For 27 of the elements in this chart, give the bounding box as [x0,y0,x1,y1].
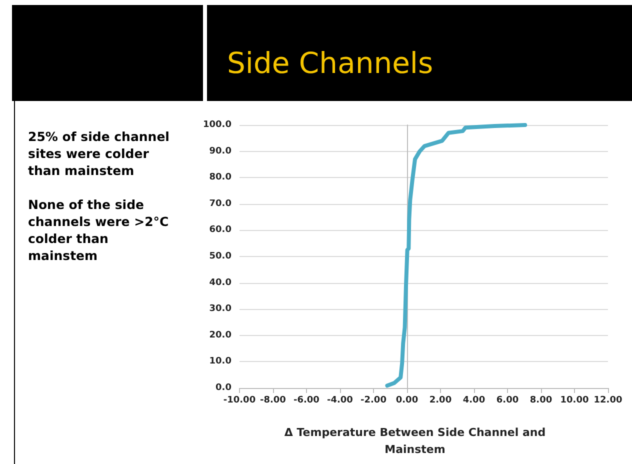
chart-title: Side Channels [227,45,434,81]
y-tick-label: 60.0 [209,225,232,236]
text: 25% of side channel sites were colder than mainstem [28,128,170,179]
x-axis-title: Δ Temperature Between Side Channel and Mainstem [283,425,547,458]
x-tick-label: 6.00 [496,396,519,406]
x-tick-label: -6.00 [293,396,320,406]
x-tick-label: 10.00 [560,396,589,406]
x-tick-label: -4.00 [327,396,353,406]
y-tick-label: 100.0 [203,120,232,130]
x-tick-label: 12.00 [594,396,622,406]
x-tick-label: -2.00 [360,396,386,406]
x-tick-label: 2.00 [429,396,452,406]
y-tick-label: 0.0 [216,383,232,393]
y-tick-label: 30.0 [209,304,232,314]
y-tick-label: 50.0 [209,252,232,262]
x-tick-label: -8.00 [260,396,286,406]
y-tick-label: 10.0 [209,356,232,367]
x-tick-label: -10.00 [223,396,256,406]
x-tick-label: 0.00 [396,396,418,406]
y-tick-label: 90.0 [209,146,232,156]
y-tick-label: 20.0 [209,330,232,340]
y-tick-label: 70.0 [209,198,232,209]
y-tick-label: 80.0 [209,172,232,183]
x-tick-label: 8.00 [530,396,552,406]
x-tick-label: 4.00 [462,396,486,406]
text: None of the side channels were >2°C colder than mainstem [28,196,170,264]
y-tick-label: 40.0 [209,278,232,288]
